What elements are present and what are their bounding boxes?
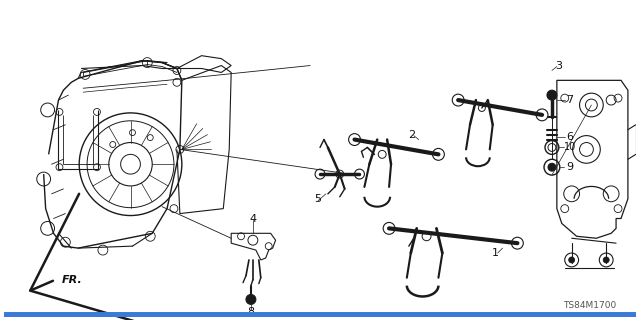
Text: 7: 7 (566, 95, 573, 105)
Circle shape (548, 163, 556, 171)
Circle shape (604, 257, 609, 263)
Text: FR.: FR. (61, 275, 82, 285)
Circle shape (547, 90, 557, 100)
Text: 9: 9 (566, 162, 573, 172)
Text: TS84M1700: TS84M1700 (563, 301, 616, 310)
Text: 1: 1 (492, 248, 499, 258)
Text: 10: 10 (564, 142, 576, 152)
Text: 4: 4 (250, 213, 257, 223)
Text: 2: 2 (408, 130, 415, 140)
Text: 6: 6 (566, 132, 573, 141)
Text: 3: 3 (556, 60, 563, 70)
Text: 5: 5 (314, 194, 321, 204)
Text: 8: 8 (247, 307, 255, 317)
Circle shape (246, 294, 256, 304)
Circle shape (569, 257, 575, 263)
